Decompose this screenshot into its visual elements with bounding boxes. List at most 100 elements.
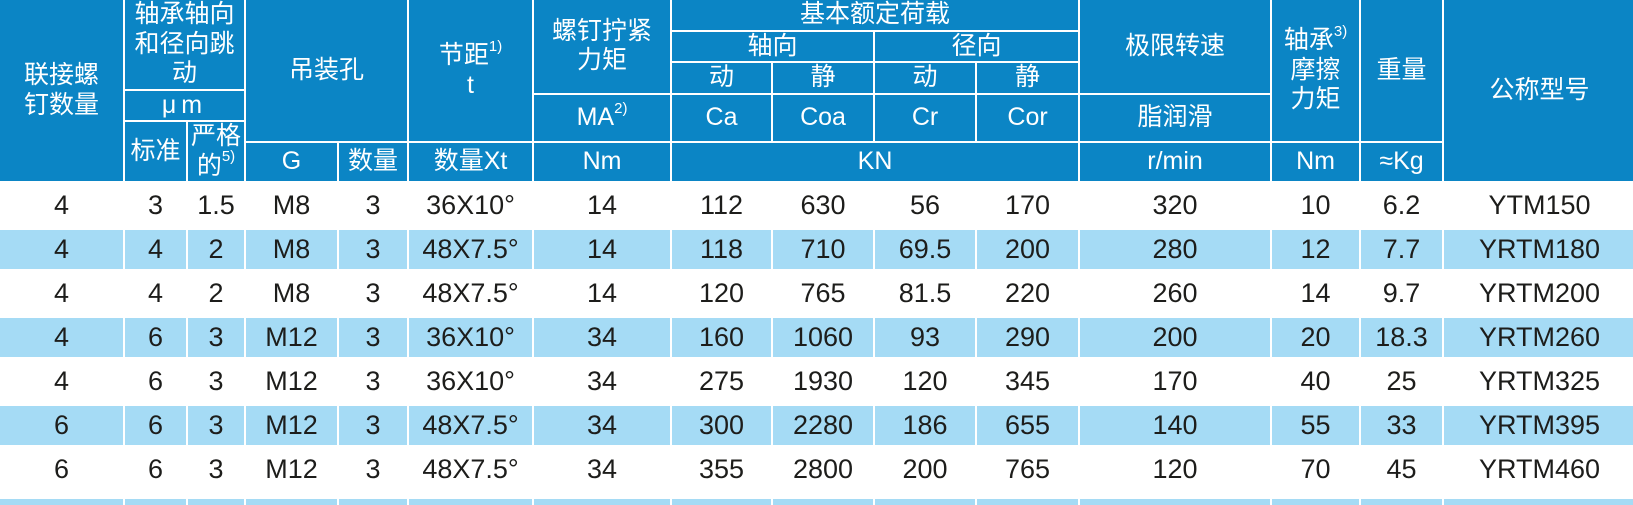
table-cell: 70	[1270, 445, 1362, 494]
table-cell: 3	[337, 401, 410, 448]
table-cell: 112	[670, 181, 774, 228]
table-cell: 36X10°	[407, 181, 535, 228]
header-quantity: 数量	[337, 141, 410, 185]
table-cell: 170	[975, 181, 1081, 228]
header-radial-static: 静	[975, 61, 1081, 95]
table-cell: YRTM200	[1442, 269, 1633, 316]
table-cell: 280	[1078, 225, 1273, 272]
table-cell: 2	[185, 225, 247, 272]
table-cell	[407, 489, 535, 505]
table-cell: 655	[975, 401, 1081, 448]
table-cell: 275	[670, 357, 774, 404]
table-cell	[975, 489, 1081, 505]
header-thread: G	[244, 141, 340, 185]
table-cell: 4	[0, 357, 125, 404]
table-cell: M12	[244, 401, 340, 448]
table-cell: 4	[0, 225, 125, 272]
table-cell: M12	[244, 445, 340, 494]
table-cell: 48X7.5°	[407, 225, 535, 272]
table-cell: 34	[532, 401, 673, 448]
header-designation: 公称型号	[1442, 0, 1633, 185]
table-cell: 3	[337, 313, 410, 360]
table-cell: 290	[975, 313, 1081, 360]
header-pitch: 节距1) t	[407, 0, 535, 143]
table-row: 4 4 2 M8 3 48X7.5° 14 118 710 69.5 200 280 12 7.7 YRTM…	[0, 225, 1633, 272]
table-cell: 69.5	[873, 225, 978, 272]
header-cr: Cr	[873, 92, 978, 143]
table-cell: 160	[670, 313, 774, 360]
table-cell	[0, 489, 125, 505]
table-cell: 220	[975, 269, 1081, 316]
table-cell: 25	[1359, 357, 1445, 404]
table-cell: 3	[337, 357, 410, 404]
table-cell	[185, 489, 247, 505]
header-cor: Cor	[975, 92, 1081, 143]
table-cell: 3	[337, 181, 410, 228]
table-cell: 4	[123, 225, 188, 272]
table-cell: YRTM325	[1442, 357, 1633, 404]
table-cell: 140	[1078, 401, 1273, 448]
header-runout-unit: μm	[122, 88, 247, 122]
table-cell	[771, 489, 876, 505]
table-cell: 4	[0, 181, 125, 228]
table-cell: 300	[670, 401, 774, 448]
table-cell: 1930	[771, 357, 876, 404]
header-basic-load: 基本额定荷载	[670, 0, 1081, 32]
table-cell	[1078, 489, 1273, 505]
table-cell: 14	[532, 181, 673, 228]
header-friction-unit: Nm	[1270, 141, 1362, 185]
table-cell: YTM150	[1442, 181, 1633, 228]
table-cell: 2800	[771, 445, 876, 494]
table-cell: 14	[532, 225, 673, 272]
header-lifting-holes: 吊装孔	[244, 0, 410, 143]
table-cell: 4	[0, 269, 125, 316]
table-cell: 14	[532, 269, 673, 316]
table-cell: 9.7	[1359, 269, 1445, 316]
table-cell: 45	[1359, 445, 1445, 494]
table-row: 6 6 3 M12 3 48X7.5° 34 300 2280 186 655 140 55 33 YRTM…	[0, 401, 1633, 448]
table-cell: 55	[1270, 401, 1362, 448]
table-cell: 710	[771, 225, 876, 272]
table-cell: M12	[244, 313, 340, 360]
table-cell: 345	[975, 357, 1081, 404]
table-cell: 6	[123, 445, 188, 494]
table-cell: 320	[1078, 181, 1273, 228]
table-cell: 48X7.5°	[407, 269, 535, 316]
header-limit-speed: 极限转速	[1078, 0, 1273, 95]
table-cell: 18.3	[1359, 313, 1445, 360]
header-friction-torque: 轴承3) 摩擦 力矩	[1270, 0, 1362, 143]
table-row: 6 6 3 M12 3 48X7.5° 34 355 2800 200 765 120 70 45 YRTM…	[0, 445, 1633, 494]
table-cell: 6	[123, 313, 188, 360]
header-load-unit: KN	[670, 141, 1081, 185]
table-cell: 12	[1270, 225, 1362, 272]
table-cell: 2280	[771, 401, 876, 448]
table-header: 联接螺钉数量 轴承轴向 和径向跳动 吊装孔 节距1) t 螺钉拧紧 力矩 基本额…	[0, 0, 1633, 185]
table-cell: 120	[1078, 445, 1273, 494]
table-cell: 120	[670, 269, 774, 316]
table-cell: 260	[1078, 269, 1273, 316]
table-cell: 33	[1359, 401, 1445, 448]
table-cell: 7.7	[1359, 225, 1445, 272]
table-cell: 48X7.5°	[407, 445, 535, 494]
table-cell	[1359, 489, 1445, 505]
header-strict: 严格 的5)	[185, 120, 247, 185]
table-cell: 6	[123, 357, 188, 404]
table-cell: 1060	[771, 313, 876, 360]
table-cell	[337, 489, 410, 505]
table-cell	[1442, 489, 1633, 505]
table-row: 4 3 1.5 M8 3 36X10° 14 112 630 56 170 320 10 6.2 YTM15…	[0, 181, 1633, 228]
header-standard: 标准	[123, 120, 188, 185]
table-cell: 1.5	[185, 181, 247, 228]
table-cell: 120	[873, 357, 978, 404]
table-cell: 118	[670, 225, 774, 272]
table-cell: 186	[873, 401, 978, 448]
table-cell: 3	[185, 401, 247, 448]
table-cell: 200	[1078, 313, 1273, 360]
table-cell: 56	[873, 181, 978, 228]
table-cell: 34	[532, 357, 673, 404]
header-axial-dynamic: 动	[670, 61, 774, 95]
table-cell: 6.2	[1359, 181, 1445, 228]
table-cell: YRTM180	[1442, 225, 1633, 272]
header-radial: 径向	[873, 29, 1081, 63]
table-cell: 10	[1270, 181, 1362, 228]
